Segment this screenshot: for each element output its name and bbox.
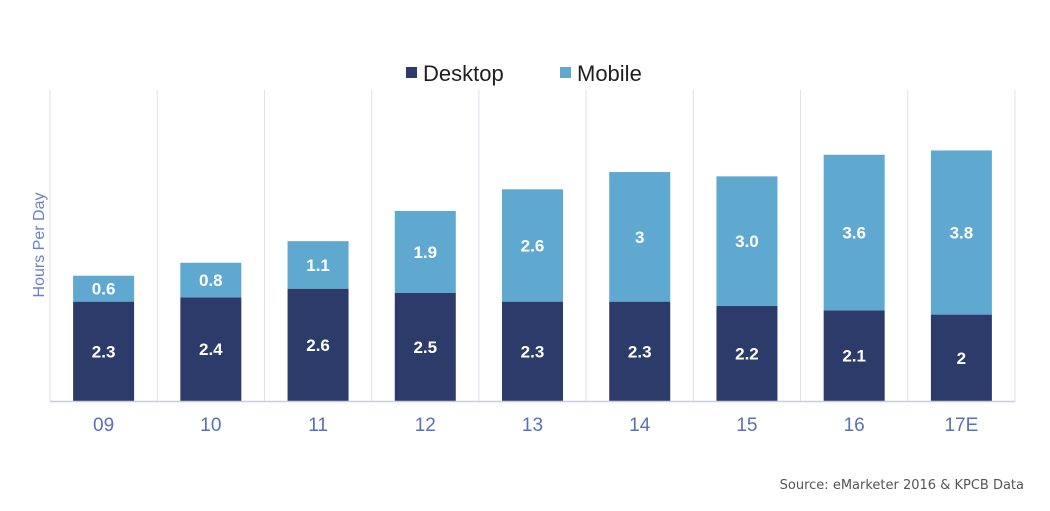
data-label-desktop-16: 2.1 [842, 347, 866, 366]
legend-label-mobile: Mobile [577, 61, 642, 86]
legend-swatch-mobile [560, 67, 571, 78]
data-label-desktop-13: 2.3 [521, 342, 545, 361]
bar-desktop-09 [73, 301, 135, 401]
data-label-desktop-09: 2.3 [92, 342, 116, 361]
bar-mobile-10 [180, 262, 242, 298]
y-axis-label: Hours Per Day [31, 193, 48, 298]
data-label-mobile-14: 3 [635, 228, 644, 247]
bars [73, 150, 992, 401]
legend-swatch-desktop [406, 67, 417, 78]
data-label-desktop-14: 2.3 [628, 342, 652, 361]
data-label-mobile-12: 1.9 [413, 243, 437, 262]
data-label-desktop-15: 2.2 [735, 344, 759, 363]
bar-mobile-13 [502, 189, 563, 302]
bar-desktop-14 [609, 301, 671, 401]
data-label-desktop-17E: 2 [957, 349, 966, 368]
data-label-mobile-11: 1.1 [306, 256, 330, 275]
bar-desktop-12 [394, 293, 456, 401]
data-label-mobile-13: 2.6 [521, 236, 545, 255]
bar-mobile-09 [73, 275, 135, 302]
bar-mobile-11 [287, 241, 349, 289]
data-label-mobile-09: 0.6 [92, 280, 116, 299]
data-label-desktop-10: 2.4 [199, 340, 223, 359]
x-tick-label-13: 13 [522, 415, 543, 436]
x-tick-label-15: 15 [736, 415, 757, 436]
bar-mobile-12 [394, 210, 456, 293]
x-tick-label-09: 09 [93, 415, 114, 436]
bar-desktop-11 [287, 288, 349, 401]
bar-desktop-10 [180, 297, 242, 401]
bar-mobile-17E [930, 150, 992, 315]
grid-lines [49, 90, 1016, 401]
data-label-desktop-12: 2.5 [413, 338, 437, 357]
x-tick-label-12: 12 [415, 415, 436, 436]
x-tick-label-14: 14 [629, 415, 651, 436]
bar-mobile-15 [716, 176, 778, 306]
bar-desktop-15 [716, 305, 778, 401]
x-tick-label-11: 11 [308, 415, 328, 436]
legend: Desktop Mobile [406, 61, 642, 86]
data-label-mobile-15: 3.0 [735, 232, 759, 251]
data-label-mobile-17E: 3.8 [950, 224, 974, 243]
source-note: Source: eMarketer 2016 & KPCB Data [779, 478, 1024, 493]
data-label-mobile-16: 3.6 [842, 224, 866, 243]
bar-desktop-16 [823, 310, 885, 401]
bar-desktop-17E [930, 314, 992, 401]
bar-mobile-14 [609, 172, 671, 302]
x-tick-labels: 09 10 11 12 13 14 15 16 17E [93, 415, 978, 436]
bar-mobile-16 [823, 154, 885, 311]
bar-desktop-13 [502, 301, 563, 401]
data-labels: 2.3 0.6 2.4 0.8 2.6 1.1 2.5 1.9 2.3 2.6 2.3 3 2.2 3.0… [92, 224, 973, 368]
data-label-mobile-10: 0.8 [199, 271, 223, 290]
x-tick-label-17E: 17E [944, 415, 978, 436]
legend-label-desktop: Desktop [423, 61, 504, 86]
data-label-desktop-11: 2.6 [306, 336, 330, 355]
x-tick-label-16: 16 [844, 415, 865, 436]
x-tick-label-10: 10 [200, 415, 221, 436]
